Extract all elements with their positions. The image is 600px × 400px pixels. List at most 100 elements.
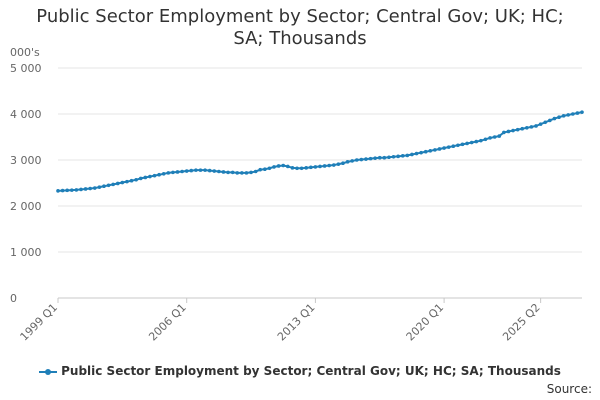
data-point[interactable] <box>180 169 184 174</box>
data-point[interactable] <box>410 152 414 157</box>
data-point[interactable] <box>134 177 138 182</box>
data-point[interactable] <box>226 170 230 175</box>
data-point[interactable] <box>451 144 456 148</box>
data-point[interactable] <box>272 165 276 169</box>
data-point[interactable] <box>538 122 543 126</box>
data-point[interactable] <box>396 154 400 159</box>
data-point[interactable] <box>497 134 502 138</box>
data-point[interactable] <box>456 143 460 148</box>
data-point[interactable] <box>446 145 451 149</box>
data-point[interactable] <box>143 175 148 180</box>
data-point[interactable] <box>571 112 575 116</box>
data-point[interactable] <box>419 150 423 155</box>
data-point[interactable] <box>79 187 83 192</box>
data-point[interactable] <box>460 142 465 147</box>
data-point[interactable] <box>580 110 584 114</box>
data-point[interactable] <box>428 149 433 153</box>
data-point[interactable] <box>400 154 405 158</box>
data-point[interactable] <box>548 118 552 123</box>
data-point[interactable] <box>194 168 198 172</box>
data-point[interactable] <box>331 163 336 167</box>
data-point[interactable] <box>345 160 350 164</box>
data-point[interactable] <box>65 188 69 193</box>
data-point[interactable] <box>115 181 120 186</box>
data-point[interactable] <box>138 176 143 181</box>
data-point[interactable] <box>120 180 125 185</box>
data-point[interactable] <box>106 183 111 188</box>
data-point[interactable] <box>561 114 566 118</box>
data-point[interactable] <box>377 155 382 160</box>
data-point[interactable] <box>184 169 189 173</box>
data-point[interactable] <box>290 166 295 170</box>
data-point[interactable] <box>382 155 387 160</box>
data-point[interactable] <box>469 140 474 145</box>
data-point[interactable] <box>391 154 396 159</box>
data-point[interactable] <box>221 170 226 174</box>
data-point[interactable] <box>88 186 92 191</box>
data-point[interactable] <box>327 163 331 168</box>
data-point[interactable] <box>492 135 497 139</box>
data-point[interactable] <box>525 126 529 130</box>
data-point[interactable] <box>474 139 479 144</box>
data-point[interactable] <box>387 155 391 160</box>
data-point[interactable] <box>125 179 129 184</box>
data-point[interactable] <box>161 172 166 176</box>
data-point[interactable] <box>175 170 180 174</box>
data-point[interactable] <box>152 173 157 178</box>
data-point[interactable] <box>479 138 483 143</box>
data-point[interactable] <box>235 171 240 175</box>
data-point[interactable] <box>442 146 446 150</box>
data-point[interactable] <box>502 130 506 135</box>
data-point[interactable] <box>111 182 115 187</box>
data-point[interactable] <box>157 172 161 177</box>
data-point[interactable] <box>557 115 561 120</box>
data-point[interactable] <box>318 164 322 169</box>
data-point[interactable] <box>60 188 65 193</box>
data-point[interactable] <box>552 116 557 121</box>
data-point[interactable] <box>267 166 272 171</box>
data-point[interactable] <box>263 167 267 171</box>
data-point[interactable] <box>258 167 263 172</box>
data-point[interactable] <box>148 174 152 179</box>
data-point[interactable] <box>405 153 410 158</box>
data-point[interactable] <box>299 166 304 171</box>
data-point[interactable] <box>364 157 368 161</box>
data-point[interactable] <box>69 188 74 192</box>
data-point[interactable] <box>534 124 538 128</box>
data-point[interactable] <box>92 186 97 190</box>
data-point[interactable] <box>433 148 437 152</box>
data-point[interactable] <box>368 156 373 161</box>
data-point[interactable] <box>129 178 134 183</box>
data-point[interactable] <box>249 170 253 175</box>
data-point[interactable] <box>97 185 102 189</box>
data-point[interactable] <box>313 165 318 169</box>
data-point[interactable] <box>240 171 244 175</box>
data-point[interactable] <box>322 164 327 168</box>
data-point[interactable] <box>230 170 235 175</box>
data-point[interactable] <box>354 158 359 162</box>
data-point[interactable] <box>373 156 377 160</box>
data-point[interactable] <box>423 149 428 154</box>
data-point[interactable] <box>244 171 249 175</box>
data-point[interactable] <box>83 187 88 191</box>
data-point[interactable] <box>102 184 106 189</box>
data-point[interactable] <box>276 164 281 168</box>
data-point[interactable] <box>437 147 442 151</box>
data-point[interactable] <box>336 162 341 166</box>
data-point[interactable] <box>304 166 309 170</box>
legend[interactable]: Public Sector Employment by Sector; Cent… <box>0 364 600 378</box>
data-point[interactable] <box>529 125 534 129</box>
data-point[interactable] <box>295 166 299 171</box>
data-point[interactable] <box>506 129 511 134</box>
data-point[interactable] <box>483 137 488 142</box>
data-point[interactable] <box>543 120 548 125</box>
data-point[interactable] <box>566 113 571 117</box>
data-point[interactable] <box>253 169 258 174</box>
data-point[interactable] <box>520 126 525 131</box>
data-point[interactable] <box>286 164 290 169</box>
data-point[interactable] <box>511 128 515 133</box>
data-point[interactable] <box>212 169 217 173</box>
data-point[interactable] <box>341 161 345 166</box>
data-point[interactable] <box>203 168 207 172</box>
data-point[interactable] <box>189 168 194 173</box>
